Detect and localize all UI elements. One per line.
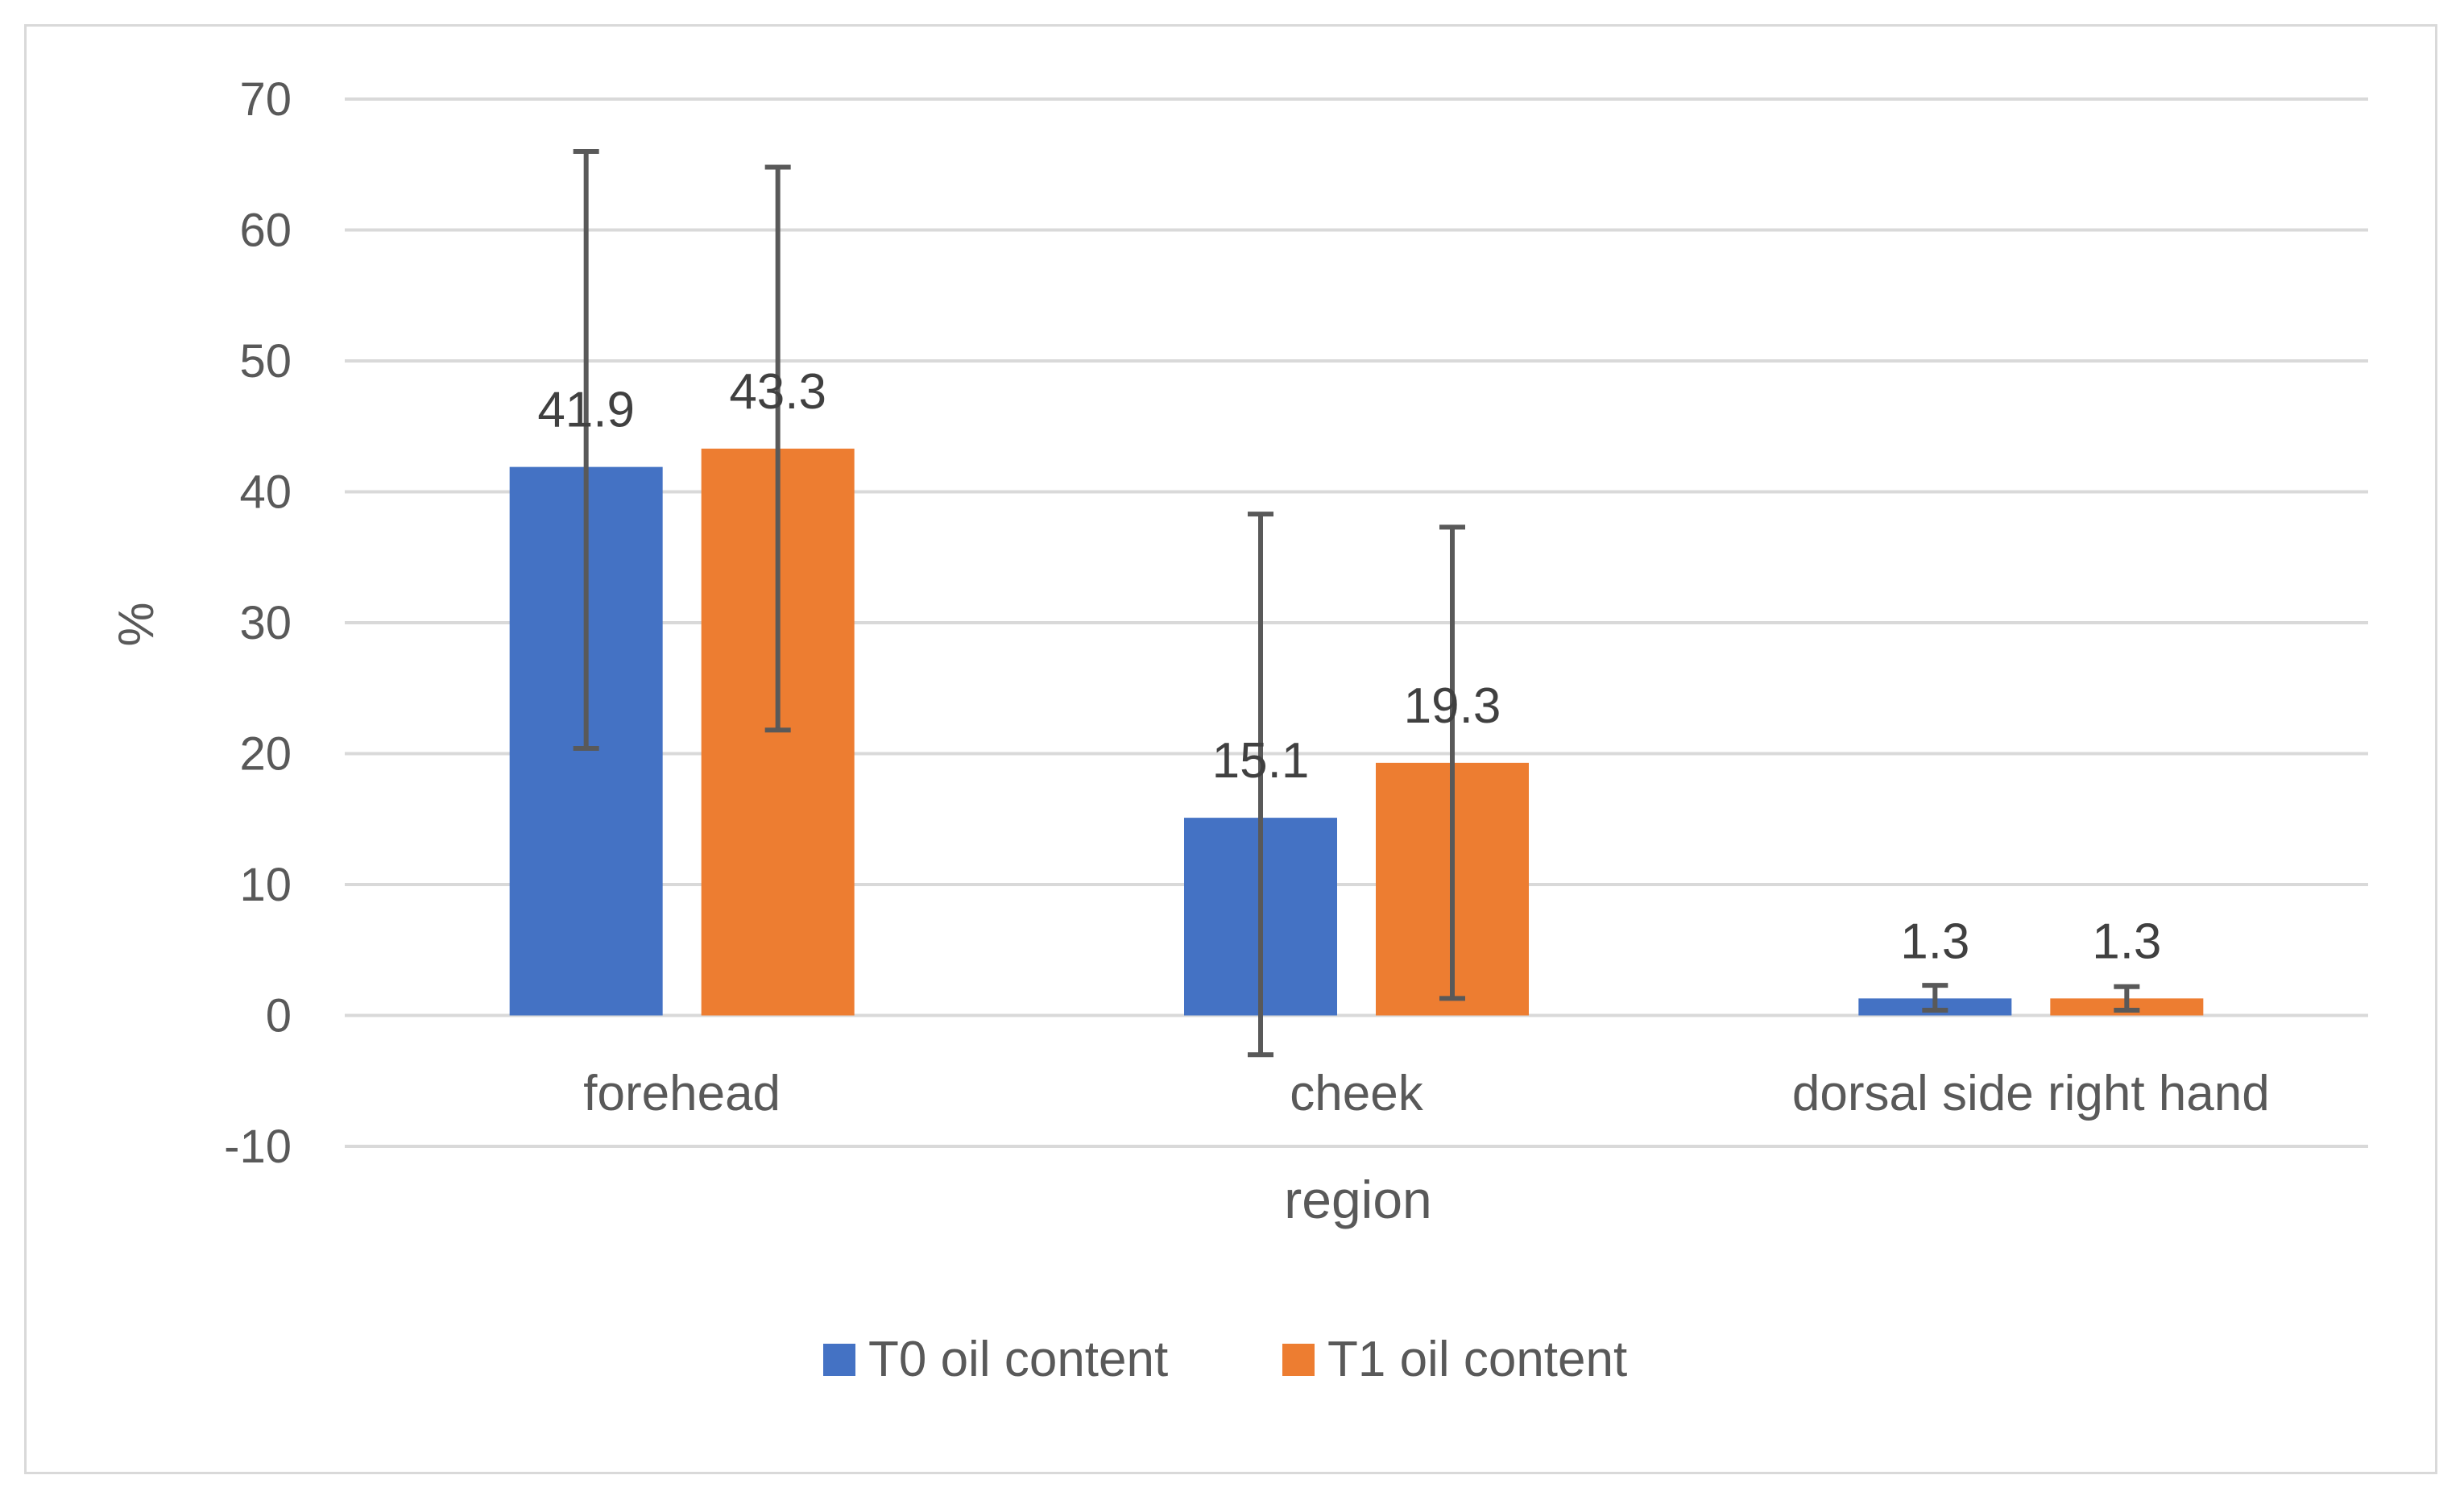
legend-label: T1 oil content: [1327, 1332, 1627, 1387]
data-label: 43.3: [729, 364, 826, 420]
data-labels: 41.9 43.3 15.1 19.3 1.3 1.3: [537, 364, 2161, 970]
y-axis-tick-labels: 70 60 50 40 30 20 10 0 -10: [224, 73, 292, 1173]
y-tick-label: 50: [239, 335, 292, 387]
error-bar: [573, 149, 599, 751]
x-axis-category-labels: forehead cheek dorsal side right hand: [583, 1066, 2269, 1121]
chart-frame: [24, 24, 2437, 1474]
y-tick-label: -10: [224, 1121, 292, 1173]
x-category-label: cheek: [1290, 1066, 1423, 1121]
error-bar: [1439, 524, 1465, 1001]
y-tick-label: 0: [266, 990, 292, 1042]
data-label: 19.3: [1404, 678, 1501, 734]
legend-swatch: [823, 1344, 855, 1376]
legend-swatch: [1282, 1344, 1315, 1376]
error-bar: [1248, 512, 1273, 1058]
y-axis-title: %: [109, 602, 164, 646]
data-label: 1.3: [1900, 914, 1969, 969]
gridlines: [345, 97, 2368, 1148]
error-bar: [764, 164, 791, 733]
error-bar: [1922, 983, 1948, 1013]
data-label: 41.9: [537, 383, 635, 438]
error-bars: [573, 149, 2140, 1058]
x-category-label: forehead: [583, 1066, 781, 1121]
y-tick-label: 30: [239, 597, 292, 649]
y-tick-label: 60: [239, 205, 292, 257]
legend-label: T0 oil content: [868, 1332, 1168, 1387]
x-category-label: dorsal side right hand: [1792, 1066, 2270, 1121]
legend-item: T1 oil content: [1282, 1332, 1627, 1387]
data-label: 15.1: [1212, 733, 1310, 789]
y-tick-label: 70: [239, 73, 292, 126]
x-axis-title: region: [1284, 1170, 1431, 1229]
data-label: 1.3: [2092, 914, 2161, 969]
legend: T0 oil content T1 oil content: [823, 1332, 1627, 1387]
y-tick-label: 10: [239, 859, 292, 911]
y-tick-label: 40: [239, 466, 292, 519]
y-tick-label: 20: [239, 728, 292, 781]
error-bar: [2114, 984, 2140, 1013]
legend-item: T0 oil content: [823, 1332, 1168, 1387]
